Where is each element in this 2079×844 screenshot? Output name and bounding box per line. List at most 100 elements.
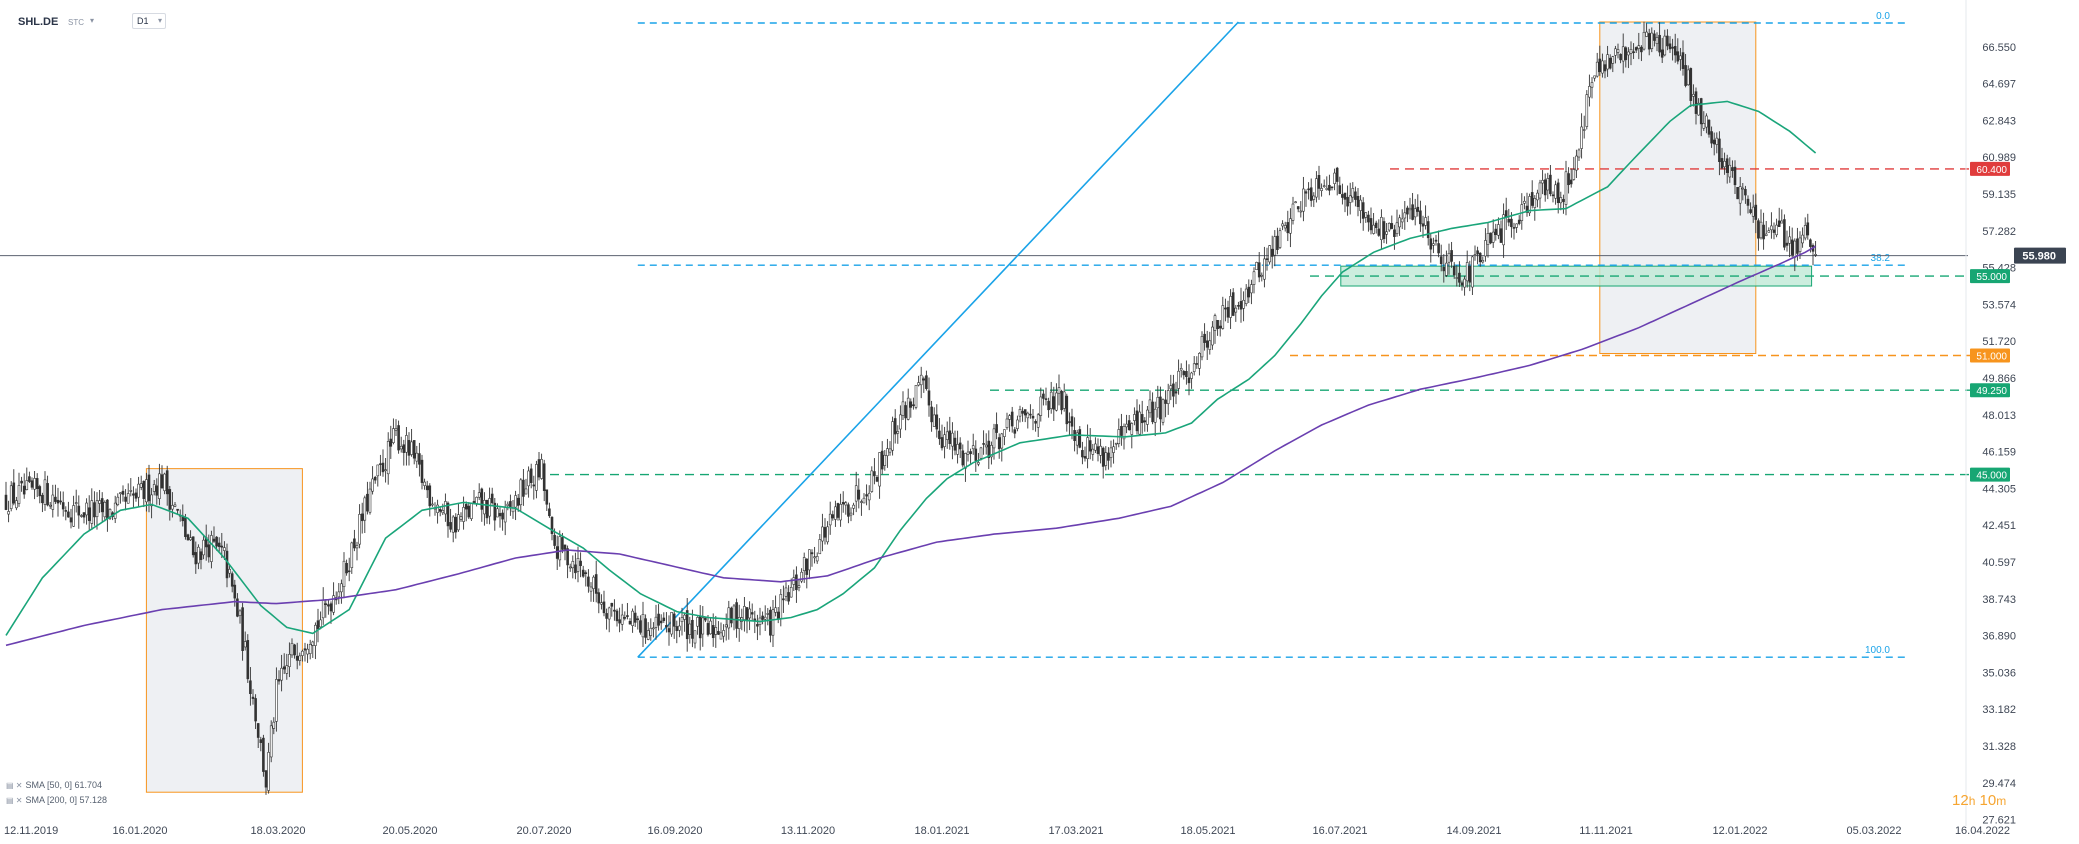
candle-body <box>818 539 822 555</box>
candle-body <box>1689 68 1693 101</box>
candle-body <box>1244 288 1248 304</box>
indicator-legend-sma200[interactable]: ▤ ✕ SMA [200, 0] 57.128 <box>6 795 107 805</box>
indicator-settings-icon[interactable]: ▤ ✕ <box>6 781 23 790</box>
candle-body <box>48 504 52 507</box>
candle-body <box>1411 204 1414 220</box>
candle-body <box>1099 445 1102 456</box>
candle-body <box>1200 336 1204 358</box>
candle-body <box>371 478 374 492</box>
candle-body <box>1429 238 1433 250</box>
candle-body <box>945 431 949 440</box>
x-tick-label: 18.05.2021 <box>1180 825 1235 837</box>
candle-body <box>46 483 49 506</box>
candle-body <box>194 552 198 565</box>
candle-body <box>64 510 68 512</box>
candle-body <box>54 496 57 502</box>
candle-body <box>1463 278 1466 288</box>
candle-body <box>444 501 447 515</box>
candle-body <box>1803 225 1807 239</box>
candle-body <box>1346 196 1349 207</box>
candle-body <box>212 538 216 542</box>
candle-body <box>797 585 801 588</box>
candle-body <box>984 444 988 448</box>
candle-body <box>389 438 393 447</box>
candle-body <box>108 509 112 519</box>
candle-body <box>191 536 195 556</box>
symbol-label[interactable]: SHL.DE <box>18 16 59 28</box>
candle-body <box>652 627 655 630</box>
candle-body <box>1270 248 1274 257</box>
candle-body <box>995 424 998 433</box>
candle-body <box>516 497 520 506</box>
candle-body <box>917 382 920 386</box>
candle-body <box>566 548 569 566</box>
fib-level-label: 38.2 <box>1871 253 1891 264</box>
candle-body <box>748 608 751 619</box>
candle-body <box>1122 426 1126 440</box>
candle-body <box>514 495 517 508</box>
candle-body <box>1608 57 1612 69</box>
candle-body <box>1497 224 1500 236</box>
candle-body <box>927 390 931 406</box>
candle-body <box>1806 222 1810 236</box>
candle-body <box>550 516 554 534</box>
candle-body <box>527 470 530 487</box>
chevron-down-icon[interactable]: ▾ <box>90 16 95 25</box>
candle-body <box>1195 363 1199 365</box>
candle-body <box>1179 367 1183 371</box>
candle-body <box>282 666 286 670</box>
candle-body <box>860 501 863 503</box>
candle-body <box>1328 184 1331 191</box>
candle-body <box>1777 220 1781 228</box>
indicator-legend-sma50[interactable]: ▤ ✕ SMA [50, 0] 61.704 <box>6 780 102 790</box>
candle-body <box>412 440 416 459</box>
candle-body <box>1294 201 1297 204</box>
candle-body <box>1322 185 1326 188</box>
candle-body <box>1452 265 1456 276</box>
candle-body <box>610 602 614 607</box>
candle-body <box>1174 391 1178 394</box>
price-level-tag <box>1970 348 2010 363</box>
candle-body <box>199 551 203 560</box>
timeframe-select[interactable]: D1 ▾ <box>132 13 166 29</box>
candle-body <box>168 489 172 510</box>
candle-body <box>623 617 627 619</box>
candle-body <box>59 500 62 503</box>
exchange-label[interactable]: STC <box>68 18 84 27</box>
candle-body <box>1335 167 1339 182</box>
candle-body <box>1289 218 1292 234</box>
candle-body <box>1247 286 1251 298</box>
candle-body <box>17 485 21 504</box>
candle-body <box>641 614 645 638</box>
candle-body <box>1650 32 1654 49</box>
candle-body <box>1793 240 1797 258</box>
candle-body <box>176 508 179 511</box>
candle-body <box>672 613 676 627</box>
candle-body <box>1395 222 1399 235</box>
candle-body <box>69 517 73 523</box>
candle-body <box>1260 274 1264 277</box>
candle-body <box>836 503 840 518</box>
price-level-tag-label: 51.000 <box>1976 351 2007 362</box>
candle-body <box>904 405 907 419</box>
candle-body <box>1198 353 1201 369</box>
candle-body <box>197 546 200 564</box>
candle-body <box>1359 199 1362 211</box>
candle-body <box>737 617 741 630</box>
candle-body <box>503 506 507 523</box>
candle-body <box>1398 217 1401 228</box>
candle-body <box>446 502 450 527</box>
candle-body <box>438 509 442 512</box>
candle-body <box>600 602 603 605</box>
candle-body <box>1416 206 1420 212</box>
candle-body <box>571 561 575 569</box>
candle-body <box>1052 396 1056 410</box>
candle-body <box>649 627 653 636</box>
candle-body <box>730 607 733 624</box>
candle-body <box>1517 219 1521 224</box>
indicator-settings-icon[interactable]: ▤ ✕ <box>6 796 23 805</box>
candle-body <box>20 480 23 484</box>
candle-body <box>823 527 827 538</box>
candle-body <box>1655 37 1659 44</box>
